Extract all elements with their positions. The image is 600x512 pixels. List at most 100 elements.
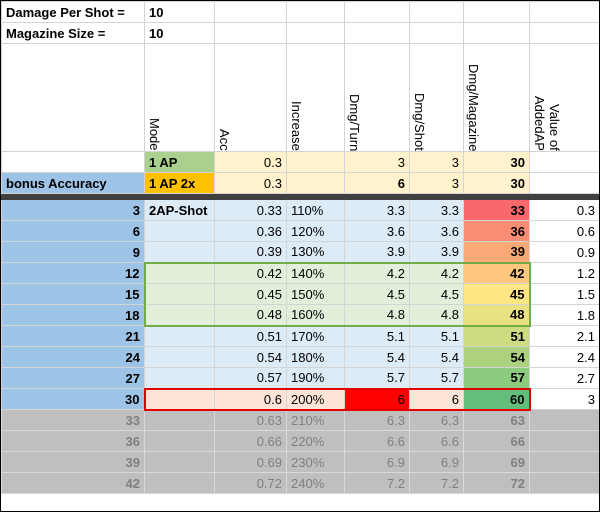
- cell: 0.6: [214, 387, 287, 411]
- cell: 15: [1, 283, 145, 305]
- cell: 1 AP 2x: [144, 172, 215, 194]
- cell: [144, 409, 215, 431]
- cell: 5.1: [344, 325, 410, 347]
- cell: 0.63: [214, 409, 287, 431]
- column-header: Dmg/Turn: [347, 93, 362, 151]
- cell: 120%: [286, 220, 345, 242]
- cell: 3.3: [409, 199, 464, 221]
- cell: 150%: [286, 283, 345, 305]
- cell: 51: [463, 325, 530, 347]
- cell: 0.3: [529, 199, 599, 221]
- cell: 30: [463, 151, 530, 173]
- column-header: Acc: [217, 129, 232, 151]
- cell: 4.5: [344, 283, 410, 305]
- cell: 0.51: [214, 325, 287, 347]
- cell: 6.9: [344, 451, 410, 473]
- cell: 12: [1, 262, 145, 284]
- header-row: Mode Acc Increase Dmg/Turn Dmg/Shot Dmg/Magaz…: [1, 43, 599, 152]
- cell: 69: [463, 451, 530, 473]
- cell: [144, 220, 215, 242]
- cell: 42: [463, 261, 531, 284]
- cell: 21: [1, 325, 145, 347]
- cell: 10: [144, 1, 215, 23]
- data-row: 33 0.63 210% 6.3 6.3 63: [1, 409, 599, 431]
- cell: 4.2: [409, 261, 464, 284]
- cell: 220%: [286, 430, 345, 452]
- cell: 5.7: [344, 367, 410, 389]
- cell: 6: [344, 387, 410, 411]
- cell: Magazine Size =: [1, 22, 145, 44]
- cell: 240%: [286, 472, 345, 494]
- data-row: 18 0.48 160% 4.8 4.8 48 1.8: [1, 304, 599, 327]
- cell: 3: [409, 172, 464, 194]
- cell: 33: [1, 409, 145, 431]
- cell: [144, 367, 215, 389]
- cell: 3.9: [409, 241, 464, 263]
- cell: 130%: [286, 241, 345, 263]
- cell: 63: [463, 409, 530, 431]
- cell: 4.8: [409, 304, 464, 327]
- data-row: 21 0.51 170% 5.1 5.1 51 2.1: [1, 325, 599, 347]
- column-header: Dmg/Magazine: [466, 63, 481, 151]
- cell: 2.7: [529, 367, 599, 389]
- cell: 3: [344, 151, 410, 173]
- cell: 6: [344, 172, 410, 194]
- cell: 0.9: [529, 241, 599, 263]
- cell: [144, 451, 215, 473]
- cell: [529, 22, 599, 44]
- cell: 0.6: [529, 220, 599, 242]
- cell: 3: [1, 199, 145, 221]
- cell: [463, 22, 530, 44]
- cell: [143, 387, 215, 411]
- column-header: Mode: [147, 118, 162, 151]
- cell: 7.2: [409, 472, 464, 494]
- cell: 5.7: [409, 367, 464, 389]
- cell: 2.4: [529, 346, 599, 368]
- cell: [144, 346, 215, 368]
- cell: 5.4: [344, 346, 410, 368]
- data-row: 42 0.72 240% 7.2 7.2 72: [1, 472, 599, 494]
- cell: [286, 1, 345, 23]
- column-header: Value of AddedAP: [532, 96, 562, 151]
- cell: 48: [463, 304, 531, 327]
- cell: 0.45: [214, 283, 287, 305]
- data-row: 24 0.54 180% 5.4 5.4 54 2.4: [1, 346, 599, 368]
- cell: 0.72: [214, 472, 287, 494]
- cell: 2.1: [529, 325, 599, 347]
- cell: 6.3: [409, 409, 464, 431]
- cell: 0.3: [214, 151, 287, 173]
- cell: 110%: [286, 199, 345, 221]
- cell: 0.39: [214, 241, 287, 263]
- column-header: Increase: [289, 101, 304, 151]
- cell: 1.2: [529, 262, 599, 284]
- cell: [463, 1, 530, 23]
- cell: 3.6: [409, 220, 464, 242]
- cell: 24: [1, 346, 145, 368]
- cell: 36: [1, 430, 145, 452]
- cell: 140%: [286, 261, 345, 284]
- cell: [529, 172, 599, 194]
- cell: 1.5: [529, 283, 599, 305]
- data-row: 6 0.36 120% 3.6 3.6 36 0.6: [1, 220, 599, 242]
- cell: 190%: [286, 367, 345, 389]
- cell: [344, 22, 410, 44]
- cell: 5.4: [409, 346, 464, 368]
- cell: 10: [144, 22, 215, 44]
- cell: 4.5: [409, 283, 464, 305]
- cell: Value of AddedAP: [529, 43, 599, 152]
- cell: [409, 1, 464, 23]
- cell: [286, 151, 345, 173]
- cell: 210%: [286, 409, 345, 431]
- data-row: 30 0.6 200% 6 6 60 3: [1, 387, 599, 411]
- cell: 6.6: [409, 430, 464, 452]
- cell: [143, 283, 215, 305]
- cell: Damage Per Shot =: [1, 1, 145, 23]
- cell: [529, 472, 599, 494]
- cell: 60: [463, 387, 531, 411]
- cell: [143, 261, 215, 284]
- cell: 6: [409, 387, 464, 411]
- cell: 200%: [286, 387, 345, 411]
- param-row: Damage Per Shot = 10: [1, 1, 599, 23]
- cell: [144, 241, 215, 263]
- cell: 3: [529, 388, 599, 410]
